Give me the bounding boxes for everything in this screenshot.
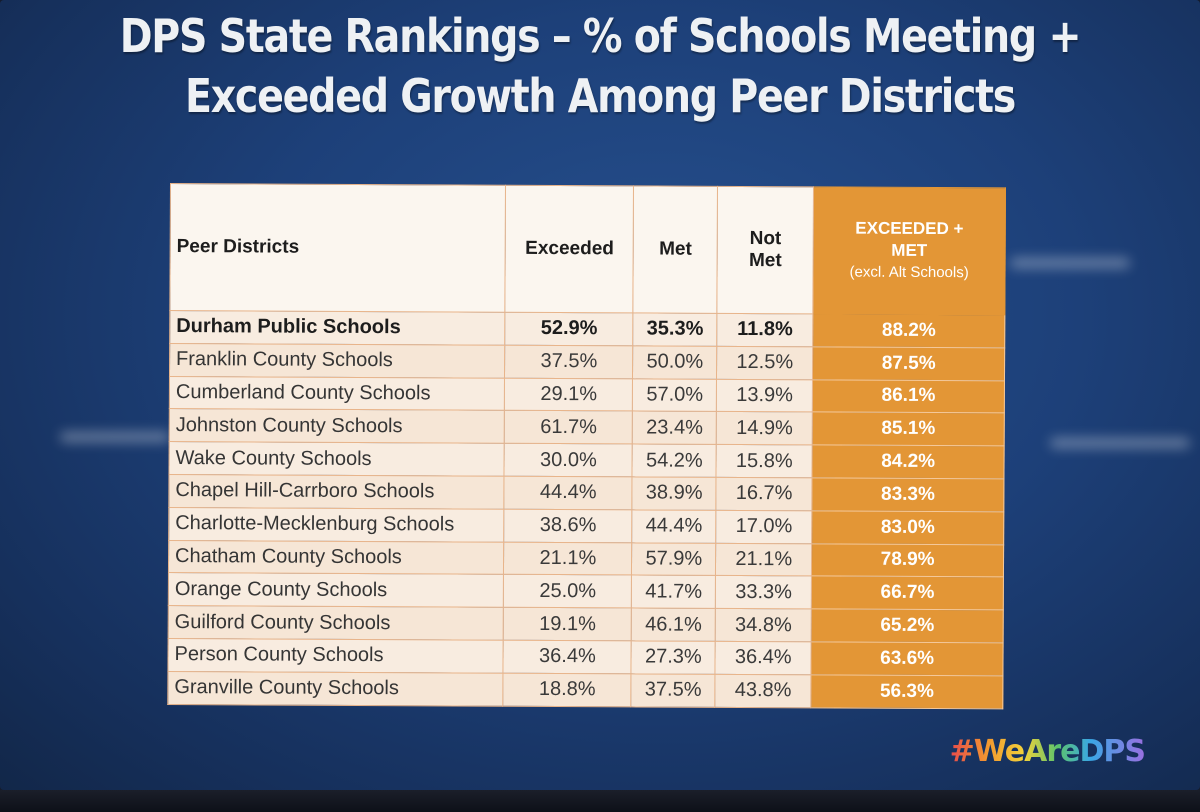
header-peer-districts: Peer Districts bbox=[169, 183, 506, 313]
light-glare-right-lower bbox=[1050, 438, 1190, 448]
not-met-value: 34.8% bbox=[715, 608, 812, 642]
table-row: Charlotte-Mecklenburg Schools 38.6% 44.4… bbox=[168, 507, 1004, 545]
exceeded-value: 44.4% bbox=[504, 476, 633, 510]
header-not-met-line-1: Not bbox=[749, 228, 782, 250]
total-value: 88.2% bbox=[812, 313, 1005, 348]
table-row: Guilford County Schools 19.1% 46.1% 34.8… bbox=[168, 605, 1004, 643]
district-name: Wake County Schools bbox=[168, 441, 505, 477]
table-row: Orange County Schools 25.0% 41.7% 33.3% … bbox=[168, 572, 1004, 611]
not-met-value: 43.8% bbox=[715, 674, 812, 708]
exceeded-value: 37.5% bbox=[504, 345, 633, 379]
rankings-table-container: Peer Districts Exceeded Met Not Met EXCE… bbox=[167, 183, 1006, 709]
hashtag-logo: #WeAreDPS bbox=[949, 734, 1146, 769]
not-met-value: 21.1% bbox=[715, 542, 812, 577]
district-name: Franklin County Schools bbox=[169, 343, 506, 378]
slide-title-line-1: DPS State Rankings – % of Schools Meetin… bbox=[119, 9, 1082, 63]
presentation-slide: DPS State Rankings – % of Schools Meetin… bbox=[0, 0, 1200, 790]
exceeded-value: 19.1% bbox=[503, 607, 632, 641]
met-value: 50.0% bbox=[632, 345, 717, 379]
table-row: Durham Public Schools 52.9% 35.3% 11.8% … bbox=[169, 310, 1005, 348]
total-value: 65.2% bbox=[811, 609, 1004, 643]
not-met-value: 12.5% bbox=[716, 346, 813, 380]
table-row: Cumberland County Schools 29.1% 57.0% 13… bbox=[169, 376, 1005, 414]
table-row: Chapel Hill-Carrboro Schools 44.4% 38.9%… bbox=[168, 474, 1004, 512]
met-value: 38.9% bbox=[632, 476, 717, 511]
table-row: Johnston County Schools 61.7% 23.4% 14.9… bbox=[169, 408, 1005, 447]
met-value: 57.0% bbox=[632, 378, 717, 412]
exceeded-value: 36.4% bbox=[503, 640, 632, 674]
not-met-value: 36.4% bbox=[715, 641, 812, 675]
met-value: 57.9% bbox=[631, 542, 716, 576]
table-row: Chatham County Schools 21.1% 57.9% 21.1%… bbox=[168, 540, 1004, 578]
header-not-met-line-2: Met bbox=[748, 250, 782, 272]
slide-title: DPS State Rankings – % of Schools Meetin… bbox=[93, 6, 1108, 126]
header-total-note: (excl. Alt Schools) bbox=[849, 263, 969, 282]
header-not-met: Not Met bbox=[717, 186, 814, 314]
met-value: 23.4% bbox=[632, 411, 717, 445]
met-value: 46.1% bbox=[631, 608, 716, 642]
table-row: Granville County Schools 18.8% 37.5% 43.… bbox=[167, 671, 1003, 709]
district-name: Cumberland County Schools bbox=[169, 376, 505, 411]
header-met: Met bbox=[633, 185, 718, 314]
not-met-value: 17.0% bbox=[715, 510, 813, 544]
light-glare-right bbox=[1010, 258, 1130, 268]
total-value: 87.5% bbox=[812, 346, 1005, 381]
met-value: 54.2% bbox=[632, 444, 717, 478]
district-name: Person County Schools bbox=[167, 638, 504, 674]
district-name: Johnston County Schools bbox=[169, 408, 505, 444]
monitor-bezel bbox=[0, 790, 1200, 812]
exceeded-value: 29.1% bbox=[504, 377, 633, 412]
total-value: 56.3% bbox=[810, 674, 1003, 709]
total-value: 84.2% bbox=[812, 445, 1005, 479]
district-name: Durham Public Schools bbox=[169, 310, 506, 346]
exceeded-value: 18.8% bbox=[503, 673, 632, 707]
not-met-value: 14.9% bbox=[716, 411, 813, 446]
exceeded-value: 38.6% bbox=[504, 509, 633, 543]
district-name: Granville County Schools bbox=[167, 671, 504, 706]
total-value: 78.9% bbox=[811, 543, 1004, 578]
header-total-line-1: EXCEEDED + bbox=[855, 218, 964, 239]
slide-title-line-2: Exceeded Growth Among Peer Districts bbox=[184, 69, 1016, 123]
met-value: 41.7% bbox=[631, 575, 716, 609]
table-row: Franklin County Schools 37.5% 50.0% 12.5… bbox=[169, 343, 1005, 381]
total-value: 85.1% bbox=[812, 412, 1005, 447]
not-met-value: 16.7% bbox=[716, 477, 813, 511]
table-row: Wake County Schools 30.0% 54.2% 15.8% 84… bbox=[168, 441, 1005, 479]
peer-districts-table: Peer Districts Exceeded Met Not Met EXCE… bbox=[167, 183, 1006, 709]
district-name: Charlotte-Mecklenburg Schools bbox=[168, 507, 505, 542]
exceeded-value: 61.7% bbox=[504, 410, 633, 445]
total-value: 83.3% bbox=[812, 477, 1004, 512]
not-met-value: 13.9% bbox=[716, 378, 813, 413]
total-value: 86.1% bbox=[812, 379, 1005, 414]
district-name: Guilford County Schools bbox=[168, 605, 504, 641]
not-met-value: 11.8% bbox=[716, 313, 814, 347]
exceeded-value: 30.0% bbox=[504, 443, 633, 477]
total-value: 83.0% bbox=[811, 510, 1004, 545]
district-name: Chatham County Schools bbox=[168, 540, 505, 575]
table-row: Person County Schools 36.4% 27.3% 36.4% … bbox=[167, 638, 1004, 676]
exceeded-value: 25.0% bbox=[503, 574, 632, 609]
exceeded-value: 52.9% bbox=[505, 312, 634, 346]
header-exceeded: Exceeded bbox=[505, 185, 634, 313]
not-met-value: 33.3% bbox=[715, 575, 812, 610]
not-met-value: 15.8% bbox=[716, 444, 813, 478]
total-value: 63.6% bbox=[811, 641, 1004, 676]
table-header-row: Peer Districts Exceeded Met Not Met EXCE… bbox=[169, 183, 1006, 315]
header-total-line-2: MET bbox=[891, 240, 928, 260]
district-name: Orange County Schools bbox=[168, 572, 504, 608]
met-value: 35.3% bbox=[632, 312, 718, 347]
met-value: 44.4% bbox=[631, 509, 717, 543]
light-glare-left bbox=[60, 432, 170, 442]
district-name: Chapel Hill-Carrboro Schools bbox=[168, 474, 505, 510]
total-value: 66.7% bbox=[811, 576, 1004, 611]
met-value: 37.5% bbox=[631, 673, 716, 707]
exceeded-value: 21.1% bbox=[503, 541, 632, 576]
header-exceeded-plus-met: EXCEEDED + MET (excl. Alt Schools) bbox=[813, 186, 1006, 315]
met-value: 27.3% bbox=[631, 640, 716, 675]
